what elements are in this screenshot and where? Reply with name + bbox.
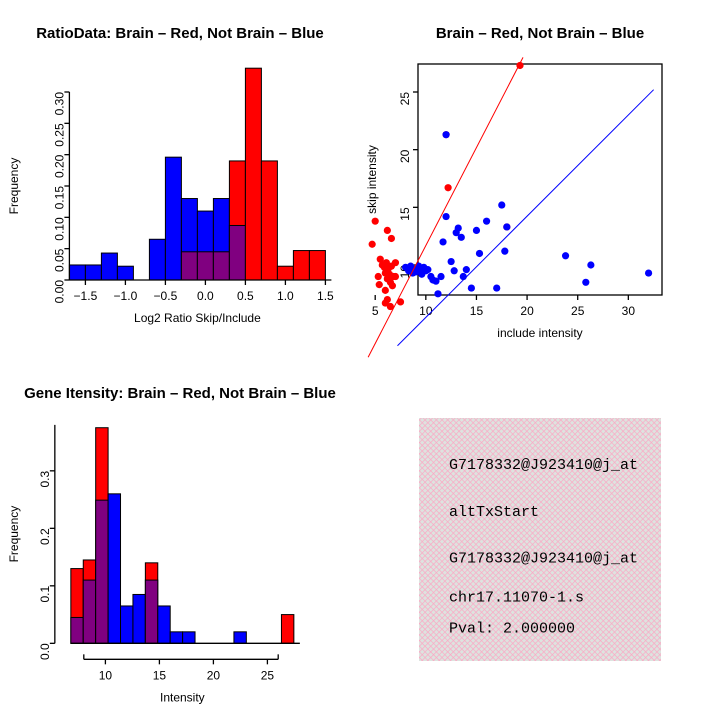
svg-text:skip intensity: skip intensity <box>365 145 379 214</box>
svg-text:0.05: 0.05 <box>53 248 67 272</box>
svg-text:−1.0: −1.0 <box>114 289 138 303</box>
svg-text:Frequency: Frequency <box>7 506 21 563</box>
svg-text:chr17.11070-1.s: chr17.11070-1.s <box>449 589 584 606</box>
svg-text:0.3: 0.3 <box>38 471 52 488</box>
svg-text:0.0: 0.0 <box>197 289 214 303</box>
svg-text:0.00: 0.00 <box>53 280 67 304</box>
svg-text:20: 20 <box>398 149 412 163</box>
svg-text:10: 10 <box>419 304 433 318</box>
svg-text:0.1: 0.1 <box>38 586 52 603</box>
svg-text:−1.5: −1.5 <box>74 289 98 303</box>
svg-text:Gene Itensity: Brain – Red, No: Gene Itensity: Brain – Red, Not Brain – … <box>24 385 336 402</box>
svg-text:include intensity: include intensity <box>497 326 582 340</box>
svg-text:Brain – Red, Not Brain – Blue: Brain – Red, Not Brain – Blue <box>436 25 644 42</box>
svg-text:0.2: 0.2 <box>38 528 52 545</box>
svg-text:0.10: 0.10 <box>53 217 67 241</box>
svg-text:5: 5 <box>372 304 379 318</box>
svg-text:1.0: 1.0 <box>277 289 294 303</box>
svg-text:15: 15 <box>470 304 484 318</box>
svg-text:25: 25 <box>571 304 585 318</box>
svg-text:30: 30 <box>622 304 636 318</box>
svg-text:0.15: 0.15 <box>53 186 67 210</box>
svg-text:15: 15 <box>398 207 412 221</box>
svg-text:0.25: 0.25 <box>53 123 67 147</box>
svg-text:Frequency: Frequency <box>7 158 21 215</box>
svg-text:RatioData: Brain – Red, Not Br: RatioData: Brain – Red, Not Brain – Blue <box>36 25 324 42</box>
svg-text:0.5: 0.5 <box>237 289 254 303</box>
svg-text:Log2 Ratio Skip/Include: Log2 Ratio Skip/Include <box>134 311 261 325</box>
svg-text:25: 25 <box>398 92 412 106</box>
svg-text:Pval: 2.000000: Pval: 2.000000 <box>449 621 575 638</box>
svg-text:25: 25 <box>261 668 275 682</box>
svg-text:15: 15 <box>153 668 167 682</box>
svg-text:−0.5: −0.5 <box>154 289 178 303</box>
svg-text:G7178332@J923410@j_at: G7178332@J923410@j_at <box>449 457 638 474</box>
svg-text:0.20: 0.20 <box>53 154 67 178</box>
svg-text:10: 10 <box>99 668 113 682</box>
svg-text:Intensity: Intensity <box>160 690 205 704</box>
svg-text:0.30: 0.30 <box>53 92 67 116</box>
svg-text:altTxStart: altTxStart <box>449 504 539 521</box>
svg-text:G7178332@J923410@j_at: G7178332@J923410@j_at <box>449 551 638 568</box>
svg-text:0.0: 0.0 <box>38 643 52 660</box>
svg-text:1.5: 1.5 <box>317 289 334 303</box>
svg-text:20: 20 <box>520 304 534 318</box>
svg-text:20: 20 <box>207 668 221 682</box>
